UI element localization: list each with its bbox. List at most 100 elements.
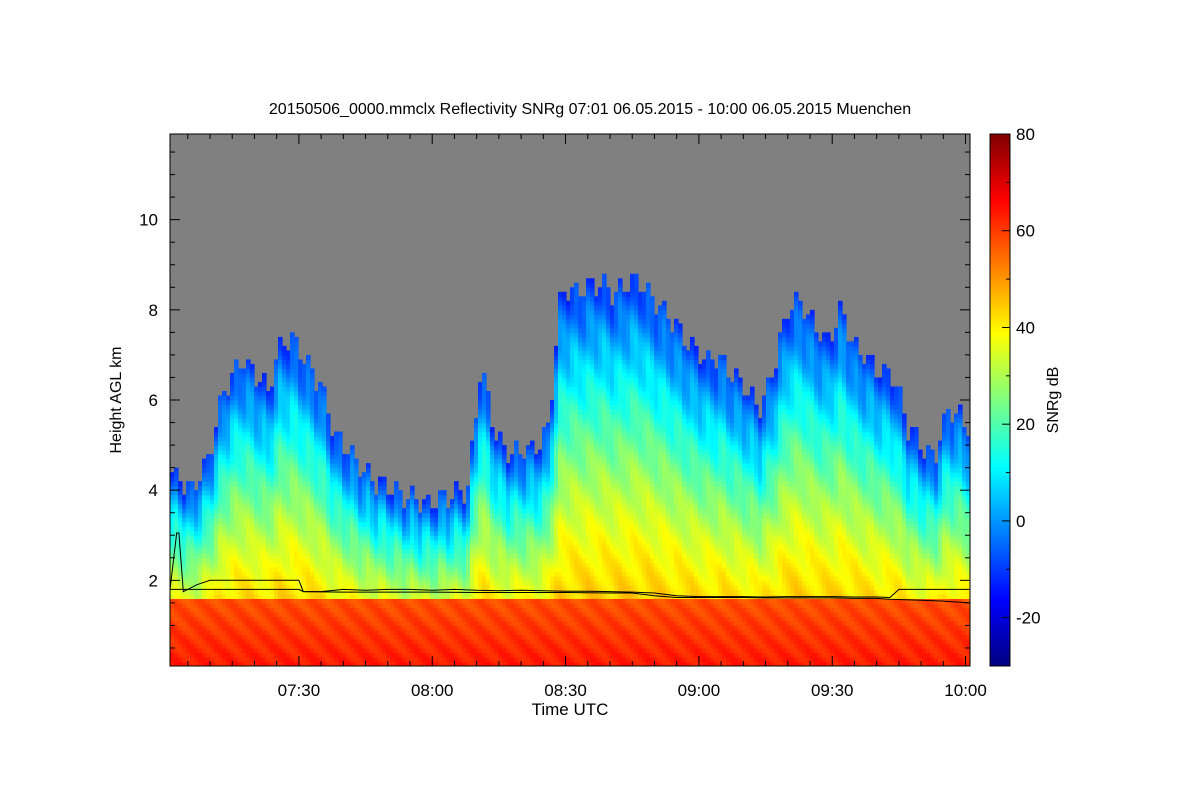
heatmap-cell xyxy=(434,566,439,572)
heatmap-cell xyxy=(558,625,563,631)
heatmap-cell xyxy=(478,390,483,397)
heatmap-cell xyxy=(278,503,283,509)
heatmap-cell xyxy=(278,580,283,586)
heatmap-cell xyxy=(266,517,271,523)
heatmap-cell xyxy=(206,476,211,482)
heatmap-cell xyxy=(506,625,511,631)
heatmap-cell xyxy=(290,440,295,446)
heatmap-cell xyxy=(230,472,235,478)
heatmap-cell xyxy=(478,395,483,401)
heatmap-cell xyxy=(418,553,423,559)
heatmap-cell xyxy=(458,625,463,631)
heatmap-cell xyxy=(534,539,539,545)
heatmap-cell xyxy=(482,643,487,649)
heatmap-cell xyxy=(270,436,275,442)
heatmap-cell xyxy=(266,422,271,428)
heatmap-cell xyxy=(302,611,307,618)
heatmap-cell xyxy=(466,485,471,491)
heatmap-cell xyxy=(338,431,343,437)
heatmap-cell xyxy=(406,656,411,663)
heatmap-cell xyxy=(266,544,271,550)
heatmap-cell xyxy=(414,571,419,577)
heatmap-cell xyxy=(186,616,191,622)
heatmap-cell xyxy=(478,580,483,586)
heatmap-cell xyxy=(554,589,559,595)
heatmap-cell xyxy=(214,562,219,568)
heatmap-cell xyxy=(190,611,195,618)
heatmap-cell xyxy=(298,557,303,563)
heatmap-cell xyxy=(206,643,211,649)
heatmap-cell xyxy=(438,602,443,608)
heatmap-cell xyxy=(322,390,327,397)
heatmap-cell xyxy=(318,656,323,663)
heatmap-cell xyxy=(538,530,543,536)
heatmap-cell xyxy=(214,611,219,618)
heatmap-cell xyxy=(306,620,311,627)
heatmap-cell xyxy=(342,544,347,550)
heatmap-cell xyxy=(282,512,287,518)
heatmap-cell xyxy=(406,607,411,613)
heatmap-cell xyxy=(442,575,447,581)
heatmap-cell xyxy=(470,602,475,608)
heatmap-cell xyxy=(314,575,319,581)
heatmap-cell xyxy=(374,562,379,568)
heatmap-cell xyxy=(422,544,427,550)
heatmap-cell xyxy=(210,643,215,649)
heatmap-cell xyxy=(198,643,203,649)
heatmap-cell xyxy=(510,580,515,586)
heatmap-cell xyxy=(266,476,271,482)
heatmap-cell xyxy=(306,553,311,559)
heatmap-cell xyxy=(402,553,407,559)
heatmap-cell xyxy=(326,571,331,577)
heatmap-cell xyxy=(534,530,539,536)
heatmap-cell xyxy=(194,521,199,527)
heatmap-cell xyxy=(398,503,403,509)
heatmap-cell xyxy=(190,629,195,636)
heatmap-cell xyxy=(258,625,263,631)
heatmap-cell xyxy=(274,381,279,388)
heatmap-cell xyxy=(294,535,299,541)
heatmap-cell xyxy=(202,611,207,618)
heatmap-cell xyxy=(362,539,367,545)
heatmap-cell xyxy=(222,638,227,645)
heatmap-cell xyxy=(354,566,359,572)
heatmap-cell xyxy=(282,431,287,437)
heatmap-cell xyxy=(294,611,299,618)
heatmap-cell xyxy=(534,463,539,469)
heatmap-cell xyxy=(274,548,279,554)
heatmap-cell xyxy=(170,553,175,559)
heatmap-cell xyxy=(222,508,227,514)
heatmap-cell xyxy=(318,494,323,500)
heatmap-cell xyxy=(242,485,247,491)
heatmap-cell xyxy=(278,589,283,595)
heatmap-cell xyxy=(238,638,243,645)
heatmap-cell xyxy=(462,625,467,631)
heatmap-cell xyxy=(362,517,367,523)
heatmap-cell xyxy=(206,557,211,563)
heatmap-cell xyxy=(478,413,483,419)
heatmap-cell xyxy=(414,575,419,581)
heatmap-cell xyxy=(338,436,343,442)
heatmap-cell xyxy=(538,508,543,514)
heatmap-cell xyxy=(494,584,499,590)
heatmap-cell xyxy=(186,580,191,586)
heatmap-cell xyxy=(446,580,451,586)
heatmap-cell xyxy=(290,454,295,460)
heatmap-cell xyxy=(486,589,491,595)
heatmap-cell xyxy=(326,562,331,568)
heatmap-cell xyxy=(462,562,467,568)
heatmap-cell xyxy=(330,449,335,455)
heatmap-cell xyxy=(542,557,547,563)
heatmap-cell xyxy=(446,611,451,618)
heatmap-cell xyxy=(414,512,419,518)
heatmap-cell xyxy=(266,535,271,541)
heatmap-cell xyxy=(362,638,367,645)
heatmap-cell xyxy=(498,472,503,478)
heatmap-cell xyxy=(474,625,479,631)
heatmap-cell xyxy=(250,422,255,428)
heatmap-cell xyxy=(306,602,311,608)
heatmap-cell xyxy=(174,602,179,608)
heatmap-cell xyxy=(206,544,211,550)
heatmap-cell xyxy=(294,436,299,442)
heatmap-cell xyxy=(214,463,219,469)
